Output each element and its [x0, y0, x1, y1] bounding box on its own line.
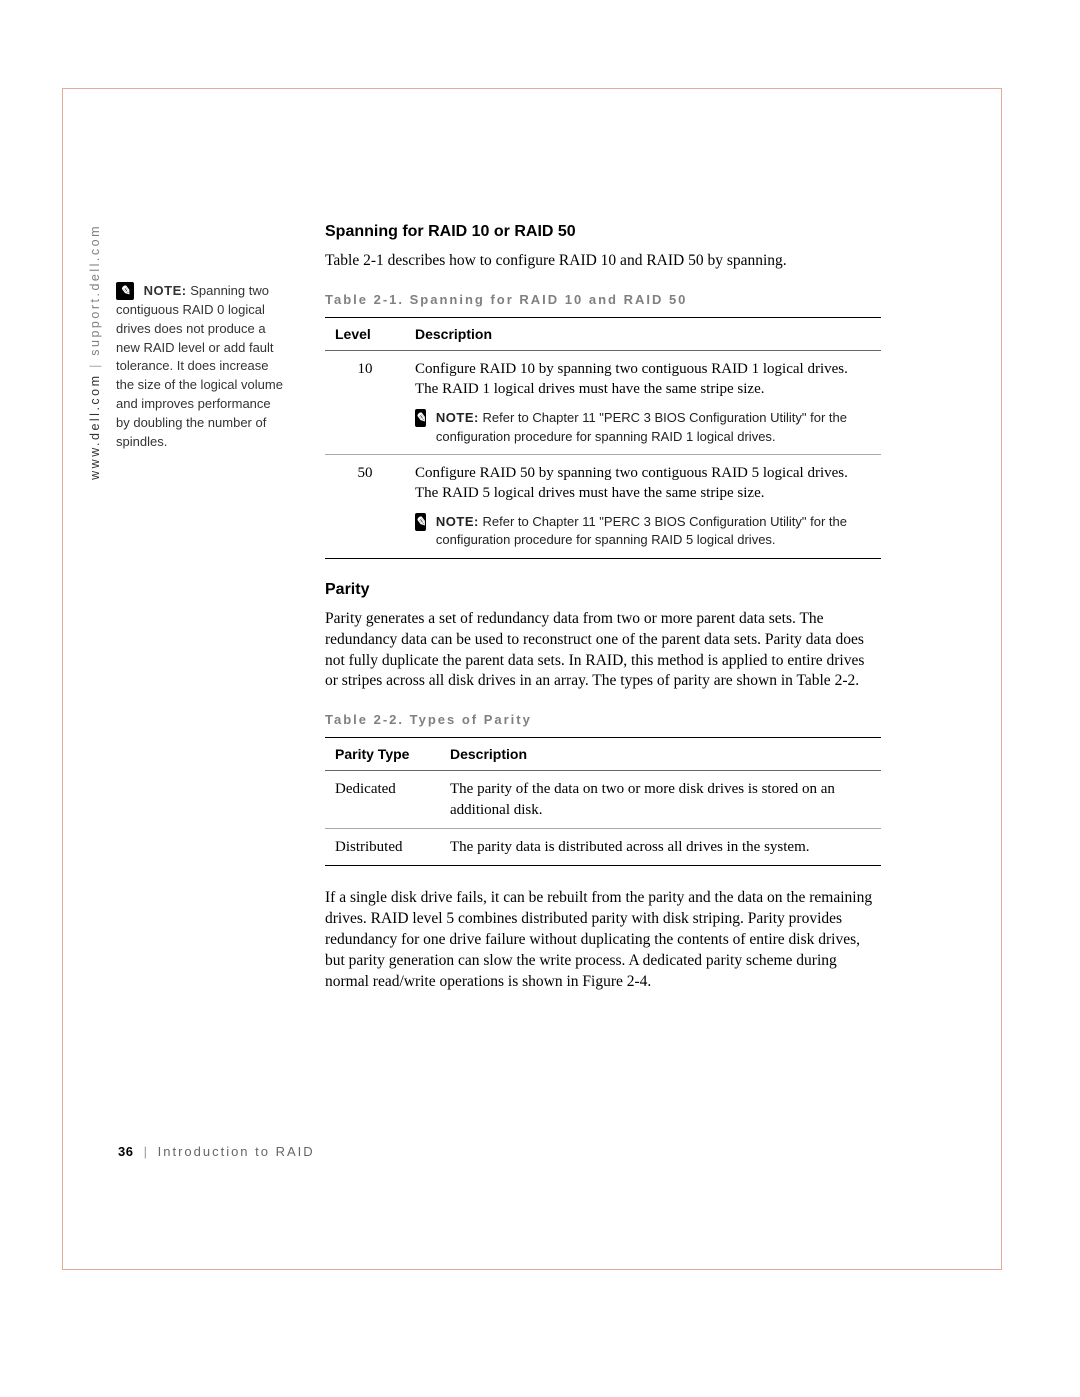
table-row: Dedicated The parity of the data on two … — [325, 771, 881, 829]
pencil-icon — [116, 282, 134, 300]
note-body: Refer to Chapter 11 "PERC 3 BIOS Configu… — [436, 514, 847, 547]
col-paritytype: Parity Type — [325, 738, 440, 771]
table-spanning: Level Description 10 Configure RAID 10 b… — [325, 317, 881, 559]
inline-note: NOTE: Refer to Chapter 11 "PERC 3 BIOS C… — [415, 513, 871, 549]
table-row: Distributed The parity data is distribut… — [325, 828, 881, 865]
table-row: 50 Configure RAID 50 by spanning two con… — [325, 454, 881, 558]
note-label: NOTE: — [144, 283, 187, 298]
cell-level: 10 — [325, 350, 405, 454]
desc-text: Configure RAID 50 by spanning two contig… — [415, 465, 848, 501]
parity-para2: If a single disk drive fails, it can be … — [325, 888, 881, 993]
note-body: Spanning two contiguous RAID 0 logical d… — [116, 283, 283, 449]
footer-sep: | — [144, 1144, 148, 1159]
inline-note: NOTE: Refer to Chapter 11 "PERC 3 BIOS C… — [415, 409, 871, 445]
page-number: 36 — [118, 1144, 133, 1159]
url-sep: | — [88, 362, 102, 368]
main-content: Spanning for RAID 10 or RAID 50 Table 2-… — [325, 223, 881, 1011]
sidebar-url: www.dell.com | support.dell.com — [88, 224, 102, 480]
note-label: NOTE: — [436, 410, 479, 425]
cell-level: 50 — [325, 454, 405, 558]
table-parity: Parity Type Description Dedicated The pa… — [325, 737, 881, 866]
pencil-icon — [415, 513, 426, 531]
col-desc: Description — [405, 317, 881, 350]
table2-caption: Table 2-2. Types of Parity — [325, 712, 881, 727]
heading-spanning: Spanning for RAID 10 or RAID 50 — [325, 223, 881, 241]
table-row: 10 Configure RAID 10 by spanning two con… — [325, 350, 881, 454]
url-support: support.dell.com — [88, 224, 102, 356]
parity-para1: Parity generates a set of redundancy dat… — [325, 609, 881, 693]
cell-type: Dedicated — [325, 771, 440, 829]
url-dell: www.dell.com — [88, 373, 102, 479]
sidebar-note: NOTE: Spanning two contiguous RAID 0 log… — [116, 282, 284, 452]
col-level: Level — [325, 317, 405, 350]
desc-text: Configure RAID 10 by spanning two contig… — [415, 361, 848, 397]
heading-parity: Parity — [325, 581, 881, 599]
cell-type: Distributed — [325, 828, 440, 865]
note-label: NOTE: — [436, 514, 479, 529]
cell-desc: The parity data is distributed across al… — [440, 828, 881, 865]
table1-caption: Table 2-1. Spanning for RAID 10 and RAID… — [325, 292, 881, 307]
intro-para: Table 2-1 describes how to configure RAI… — [325, 251, 881, 272]
footer: 36 | Introduction to RAID — [118, 1144, 315, 1159]
cell-desc: The parity of the data on two or more di… — [440, 771, 881, 829]
cell-desc: Configure RAID 10 by spanning two contig… — [405, 350, 881, 454]
note-body: Refer to Chapter 11 "PERC 3 BIOS Configu… — [436, 410, 847, 443]
cell-desc: Configure RAID 50 by spanning two contig… — [405, 454, 881, 558]
pencil-icon — [415, 409, 426, 427]
chapter-name: Introduction to RAID — [158, 1144, 315, 1159]
col-desc2: Description — [440, 738, 881, 771]
